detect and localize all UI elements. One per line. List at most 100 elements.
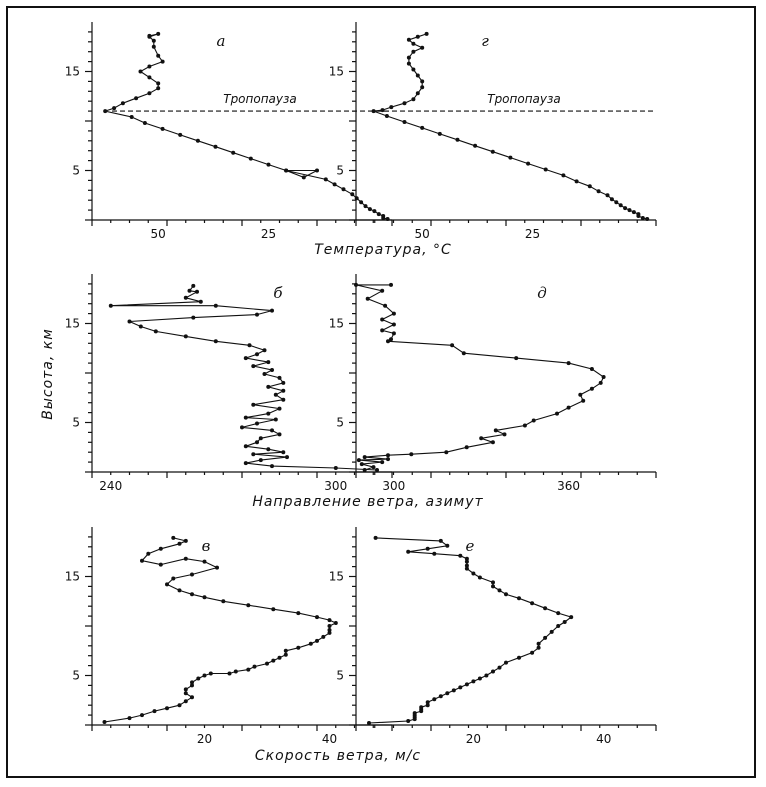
data-point [380,288,385,293]
y-tick-label: 15 [329,65,344,79]
x-tick-label: 50 [151,227,166,241]
data-point [255,312,259,317]
data-point [484,673,489,678]
data-point [177,588,182,593]
data-point [425,546,430,551]
x-tick-label: 25 [261,227,276,241]
data-point [281,450,286,455]
data-point [402,120,407,124]
data-point [391,322,396,327]
data-point [556,611,561,616]
data-point [411,49,416,54]
y-tick-label: 5 [336,416,344,430]
data-point [402,101,407,106]
data-point [147,64,152,69]
data-point [160,59,165,64]
data-point [479,436,484,441]
data-point [156,31,161,36]
data-point [375,468,379,472]
data-point [363,204,368,209]
data-point [190,680,194,685]
data-point [243,461,248,466]
data-point [283,652,288,657]
data-point [386,339,390,344]
data-point [578,392,583,397]
data-point [491,669,495,674]
data-point [432,697,437,702]
data-point [614,200,619,205]
data-point [270,308,274,313]
data-point [321,634,326,639]
data-point [243,415,248,420]
data-point [445,543,450,548]
data-point [251,364,256,369]
data-point [627,208,632,213]
data-point [196,676,201,681]
data-point [623,206,628,211]
x-tick-label: 40 [322,732,337,746]
data-point [233,669,238,674]
data-point [333,466,338,470]
data-point [271,607,276,612]
figure-canvas: 5 15 50 25 а Тропопауза 5 15 50 25 г Тропопауза 5 15 2… [40,22,657,764]
data-point [354,282,358,287]
y-tick-label: 5 [336,164,344,178]
data-point [406,37,411,42]
data-point [183,691,188,696]
data-point [640,216,645,220]
data-point [371,465,376,470]
data-point [561,173,566,178]
data-point [277,655,282,660]
data-point [240,425,244,430]
data-point [102,720,107,724]
data-point [213,303,218,308]
y-tick-label: 15 [65,570,80,584]
data-point [605,193,610,198]
data-point [473,143,478,148]
data-point [562,620,567,624]
data-point [458,685,463,690]
data-point [569,615,574,620]
data-point [183,687,188,692]
data-point [281,380,286,385]
data-point [497,588,502,593]
data-point [327,628,332,632]
data-point [367,721,371,725]
data-point [266,360,271,365]
data-point [341,187,346,192]
data-point [389,105,394,110]
data-point [246,603,251,608]
y-tick-label: 5 [72,164,80,178]
data-point [283,648,288,653]
data-point [517,655,521,660]
data-point [191,283,196,288]
data-point [258,436,263,441]
data-point [262,348,267,353]
data-point [477,575,482,580]
y-tick-label: 15 [65,65,80,79]
data-point [134,96,139,101]
data-point [380,108,385,113]
data-point [252,664,257,669]
data-point [556,624,561,628]
data-point [432,551,437,556]
data-point [362,455,367,460]
data-point [596,189,601,194]
data-point [411,41,416,46]
y-tick-label: 5 [336,669,344,683]
data-point [415,73,420,78]
data-point [248,156,253,161]
data-point [490,440,495,445]
data-point [406,61,411,66]
data-point [191,315,196,320]
data-point [491,584,495,589]
x-tick-label: 25 [525,227,540,241]
data-point [508,155,513,160]
data-point [153,329,158,334]
data-point [574,179,579,184]
x-tick-label: 300 [324,479,347,493]
data-point [255,421,259,426]
data-point [165,706,169,711]
data-point [147,91,152,96]
profile-line [373,33,648,220]
